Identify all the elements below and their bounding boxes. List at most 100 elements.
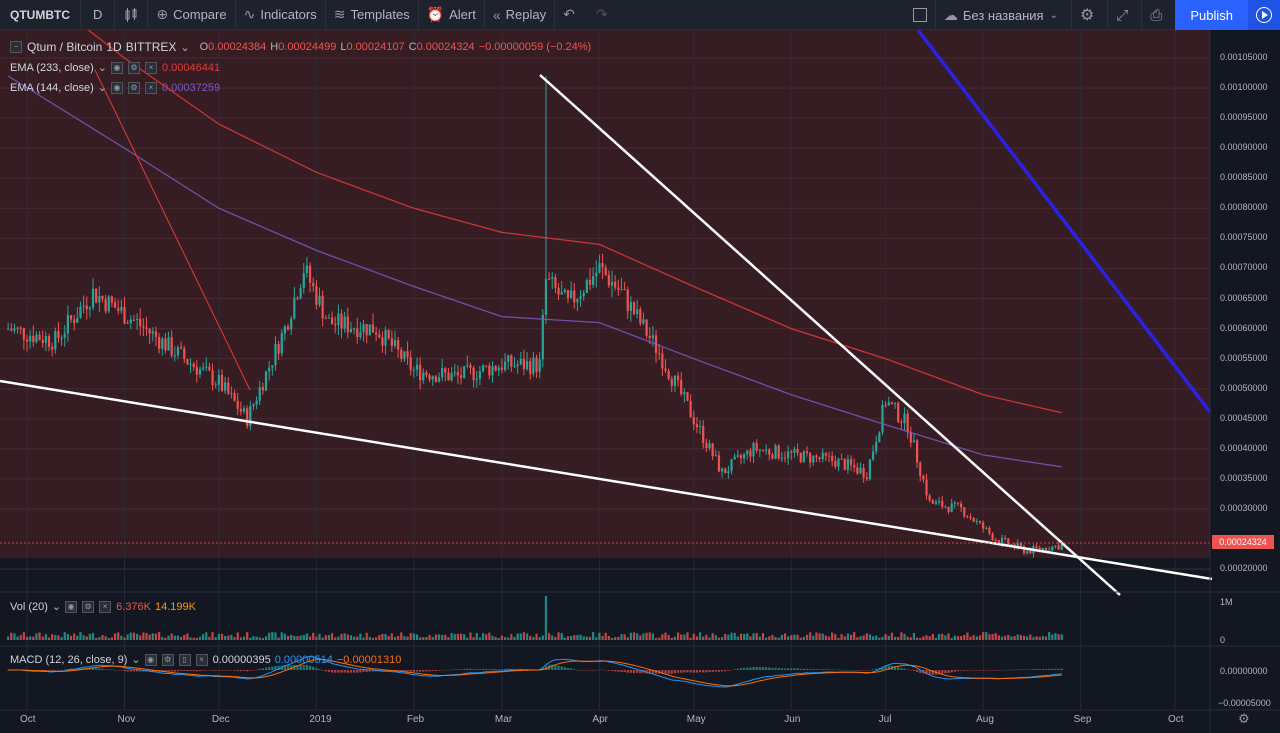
undo-button[interactable]: ↶	[555, 0, 588, 30]
volume-bar	[318, 633, 321, 640]
ema144-label: EMA (144, close)	[10, 81, 94, 94]
macd-histogram-bar	[217, 670, 220, 671]
macd-histogram-bar	[623, 670, 626, 673]
volume-bar	[912, 632, 916, 640]
candles	[7, 76, 1063, 558]
fullscreen-layout-button[interactable]	[905, 0, 935, 30]
close-icon[interactable]: ×	[144, 61, 157, 74]
play-button[interactable]	[1248, 0, 1280, 30]
macd-histogram-bar	[680, 670, 683, 673]
eye-icon[interactable]: ◉	[110, 81, 123, 94]
volume-bar	[19, 635, 22, 640]
volume-bar	[513, 636, 516, 640]
volume-bar	[107, 637, 110, 640]
macd-histogram-bar	[938, 670, 941, 675]
eye-icon[interactable]: ◉	[144, 653, 157, 666]
close-icon[interactable]: ×	[99, 600, 112, 613]
collapse-icon[interactable]: ▯	[178, 653, 191, 666]
macd-histogram-bar	[614, 670, 617, 672]
macd-histogram-bar	[368, 670, 371, 672]
alert-button[interactable]: ⏰ Alert	[419, 0, 484, 30]
macd-histogram-bar	[422, 670, 425, 672]
indicators-button[interactable]: ∿ Indicators	[236, 0, 325, 30]
eye-icon[interactable]: ◉	[110, 61, 123, 74]
compare-button[interactable]: ⊕ Compare	[148, 0, 234, 30]
candle-body	[176, 347, 180, 356]
candle-body	[1016, 543, 1019, 548]
candle-body	[676, 375, 680, 381]
layout-name-menu[interactable]: ☁ Без названия ⌄	[936, 0, 1071, 30]
volume-bar	[437, 634, 441, 640]
volume-bar	[255, 636, 258, 640]
interval-button[interactable]: D	[93, 7, 103, 22]
gear-icon[interactable]: ⚙	[127, 61, 140, 74]
ema233-label: EMA (233, close)	[10, 61, 94, 74]
macd-histogram-bar	[960, 670, 963, 671]
candle-body	[875, 442, 878, 452]
alarm-clock-icon: ⏰	[426, 6, 445, 22]
eye-icon[interactable]: ◉	[65, 600, 78, 613]
gear-icon[interactable]: ⚙	[127, 81, 140, 94]
macd-histogram-bar	[415, 670, 419, 672]
cloud-icon: ☁	[943, 6, 958, 23]
candle-body	[629, 302, 632, 311]
volume-bar	[755, 633, 758, 640]
volume-bar	[139, 635, 142, 640]
replay-label: Replay	[505, 7, 547, 22]
volume-bar	[796, 634, 799, 640]
redo-button[interactable]: ↷	[588, 0, 621, 30]
volume-bar	[563, 637, 566, 640]
close-icon[interactable]: ×	[195, 653, 208, 666]
close-icon[interactable]: ×	[144, 81, 157, 94]
macd-histogram-bar	[299, 665, 302, 670]
gear-icon[interactable]: ⚙	[82, 600, 95, 613]
macd-histogram-bar	[711, 670, 714, 672]
chevron-down-icon[interactable]: ⌄	[51, 601, 62, 613]
macd-histogram-bar	[978, 670, 982, 671]
volume-bar	[192, 637, 195, 640]
symbol-search[interactable]: QTUMBTC	[10, 7, 70, 22]
volume-bar	[227, 635, 230, 640]
volume-bar	[98, 637, 101, 640]
fullscreen-button[interactable]: ⤢	[1108, 0, 1141, 30]
volume-bar	[164, 637, 167, 640]
macd-histogram-bar	[110, 669, 114, 671]
volume-bar	[629, 632, 632, 640]
candle-body	[293, 297, 296, 319]
macd-histogram-bar	[120, 670, 123, 671]
macd-histogram-bar	[409, 670, 412, 672]
snapshot-button[interactable]: ⎙	[1142, 0, 1175, 30]
candle-body	[384, 329, 387, 346]
candle-body	[290, 318, 293, 330]
candle-body	[617, 287, 620, 290]
macd-histogram-bar	[456, 669, 459, 670]
templates-button[interactable]: ≋ Templates	[326, 0, 418, 30]
chart-canvas[interactable]	[0, 30, 1280, 733]
chevron-down-icon[interactable]: ⌄	[97, 62, 107, 74]
candle-body	[220, 374, 224, 391]
chart-type-button[interactable]	[115, 0, 147, 30]
legend-chevron-icon[interactable]: ⌄	[180, 41, 190, 54]
settings-button[interactable]: ⚙	[1072, 0, 1107, 30]
time-axis-settings[interactable]: ⚙	[1238, 711, 1250, 727]
replay-button[interactable]: « Replay	[485, 0, 554, 30]
candle-body	[702, 426, 705, 444]
volume-bar	[183, 634, 186, 640]
candle-body	[368, 324, 371, 336]
volume-bar	[415, 634, 419, 640]
candle-body	[397, 340, 400, 350]
collapse-legend-icon[interactable]: −	[10, 41, 22, 53]
candle-body	[57, 331, 60, 338]
volume-bar	[1010, 636, 1013, 640]
chevron-down-icon[interactable]: ⌄	[97, 82, 107, 94]
volume-bar	[887, 635, 890, 640]
publish-button[interactable]: Publish	[1175, 0, 1248, 30]
ema-line	[87, 30, 1062, 414]
gear-icon[interactable]: ⚙	[161, 653, 174, 666]
chevron-down-icon[interactable]: ⌄	[131, 654, 141, 666]
candle-body	[925, 479, 928, 496]
macd-histogram-bar	[343, 670, 346, 673]
ema233-legend: EMA (233, close) ⌄ ◉ ⚙ × 0.00046441	[10, 61, 220, 74]
volume-bar	[909, 637, 912, 640]
macd-histogram-bar	[450, 669, 453, 671]
